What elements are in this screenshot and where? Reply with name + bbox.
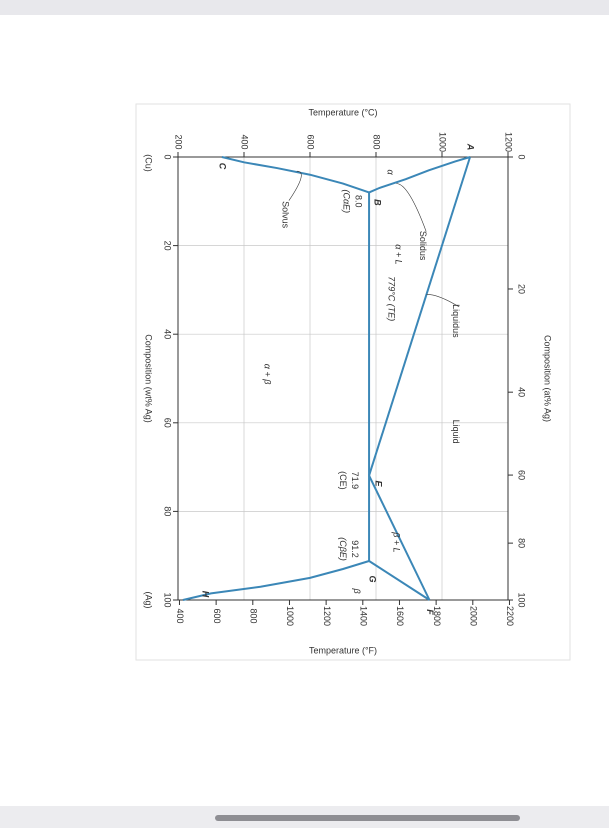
x-tick-label: 80 (163, 506, 173, 516)
y2-axis-title: Temperature (°F) (309, 645, 377, 655)
x-tick-label: 0 (163, 154, 173, 159)
x2-axis-title: Composition (at% Ag) (543, 335, 553, 422)
y-tick-label: 1000 (438, 132, 448, 152)
annotation: Liquidus (451, 304, 461, 338)
y2-tick-label: 2200 (505, 606, 515, 626)
point-label: B (373, 199, 383, 206)
annotation: β (352, 588, 362, 594)
point-label: H (201, 591, 211, 598)
point-label: E (374, 481, 384, 488)
annotation: Liquid (451, 420, 461, 444)
y2-tick-label: 1600 (395, 606, 405, 626)
phase-boundary (221, 156, 370, 194)
annotation: α + β (263, 364, 273, 385)
x2-tick-label: 20 (517, 284, 527, 294)
phase-boundary (368, 156, 472, 476)
y-axis-title: Temperature (°C) (308, 107, 377, 117)
plot-frame (177, 156, 509, 601)
x2-tick-label: 40 (517, 387, 527, 397)
y2-tick-label: 1200 (322, 606, 332, 626)
y-tick-label: 200 (174, 134, 184, 149)
y2-tick-label: 1400 (358, 606, 368, 626)
y2-tick-label: 1000 (285, 606, 295, 626)
annotation: α + L (394, 244, 404, 264)
x-axis-title: Composition (wt% Ag) (144, 334, 154, 423)
y-tick-label: 1200 (504, 132, 514, 152)
annotation: β + L (391, 531, 401, 552)
annotation: (CαE) (341, 189, 351, 213)
y-tick-label: 400 (240, 134, 250, 149)
x-axis-end-label: (Cu) (144, 154, 154, 172)
x-tick-label: 40 (163, 329, 173, 339)
y2-tick-label: 2000 (468, 606, 478, 626)
leader-line (288, 170, 302, 201)
x-tick-label: 100 (163, 592, 173, 607)
scrollbar[interactable] (215, 815, 520, 821)
x-tick-label: 20 (163, 241, 173, 251)
leader-line (396, 183, 427, 232)
annotation: α (385, 169, 395, 175)
y-tick-label: 800 (372, 134, 382, 149)
phase-diagram: 200 400 600 800 1000 120002040608010002040608… (144, 107, 553, 655)
annotation: 779°C (TE) (386, 276, 396, 321)
point-label: F (425, 609, 435, 615)
y2-tick-label: 600 (212, 608, 222, 623)
x2-tick-label: 80 (517, 538, 527, 548)
phase-boundary (368, 475, 431, 601)
y2-tick-label: 800 (248, 608, 258, 623)
x2-tick-label: 100 (517, 592, 527, 607)
annotation: Solidus (418, 231, 428, 261)
annotation: (CE) (338, 471, 348, 490)
figure-frame (135, 103, 571, 661)
point-label: G (368, 576, 378, 583)
annotation: 91.2 (350, 540, 360, 558)
y2-tick-label: 1800 (432, 606, 442, 626)
top-bar (0, 0, 609, 15)
phase-boundary (182, 560, 370, 601)
x2-tick-label: 0 (517, 154, 527, 159)
annotation: Solvus (281, 201, 291, 229)
phase-boundary (368, 560, 431, 601)
x-axis-end-label: (Ag) (144, 591, 154, 608)
point-label: A (466, 143, 476, 151)
point-label: C (218, 163, 228, 170)
y-tick-label: 600 (306, 134, 316, 149)
annotation: 8.0 (353, 195, 363, 208)
y2-tick-label: 400 (175, 608, 185, 623)
annotation: (CβE) (338, 537, 348, 561)
x-tick-label: 60 (163, 418, 173, 428)
x2-tick-label: 60 (517, 470, 527, 480)
phase-boundary (368, 156, 471, 194)
leader-line (426, 294, 460, 308)
annotation: 71.9 (350, 472, 360, 490)
